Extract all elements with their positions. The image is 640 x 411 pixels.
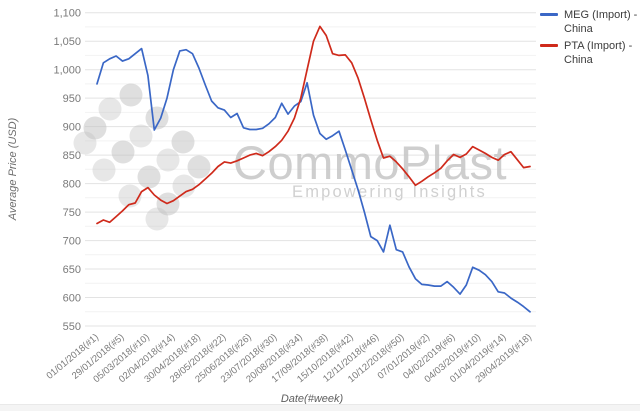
watermark-dot bbox=[83, 116, 107, 140]
watermark-dot bbox=[171, 130, 195, 154]
y-axis-label: 900 bbox=[63, 121, 81, 133]
watermark-brand: CommoPlast bbox=[233, 136, 507, 189]
series-line-pta[interactable] bbox=[96, 25, 531, 225]
watermark-dot bbox=[98, 97, 122, 121]
y-axis-label: 750 bbox=[63, 207, 81, 219]
y-axis-title: Average Price (USD) bbox=[7, 117, 19, 221]
watermark-dot bbox=[137, 165, 161, 189]
legend-label-pta: PTA (Import) - China bbox=[564, 40, 633, 66]
watermark-dot bbox=[92, 158, 116, 182]
watermark-dot bbox=[172, 174, 196, 198]
legend-swatch-pta bbox=[540, 44, 558, 47]
watermark-dot bbox=[73, 131, 97, 155]
legend: MEG (Import) - China PTA (Import) - China bbox=[540, 8, 638, 70]
watermark-dot bbox=[156, 192, 180, 216]
series-line-meg[interactable] bbox=[96, 47, 531, 313]
watermark-dot bbox=[111, 140, 135, 164]
watermark-dot bbox=[145, 207, 169, 231]
watermark-tagline: Empowering Insights bbox=[292, 183, 487, 201]
y-axis-label: 950 bbox=[63, 93, 81, 105]
watermark-dot bbox=[129, 124, 153, 148]
legend-swatch-meg bbox=[540, 13, 558, 16]
y-axis-label: 600 bbox=[63, 292, 81, 304]
watermark-dot bbox=[187, 155, 211, 179]
legend-item-pta[interactable]: PTA (Import) - China bbox=[540, 39, 638, 67]
watermark-dot bbox=[156, 148, 180, 172]
y-axis-label: 550 bbox=[63, 321, 81, 333]
watermark-dot bbox=[119, 83, 143, 107]
legend-item-meg[interactable]: MEG (Import) - China bbox=[540, 8, 638, 36]
legend-label-meg: MEG (Import) - China bbox=[564, 9, 638, 35]
x-axis-title: Date(#week) bbox=[280, 393, 344, 405]
y-axis-label: 1,100 bbox=[53, 8, 81, 20]
y-axis-label: 650 bbox=[63, 264, 81, 276]
y-axis-label: 1,000 bbox=[53, 65, 81, 77]
scrollbar-track[interactable] bbox=[0, 404, 640, 411]
y-axis-label: 1,050 bbox=[53, 36, 81, 48]
y-axis-label: 800 bbox=[63, 178, 81, 190]
y-axis-label: 850 bbox=[63, 150, 81, 162]
y-axis-label: 700 bbox=[63, 235, 81, 247]
